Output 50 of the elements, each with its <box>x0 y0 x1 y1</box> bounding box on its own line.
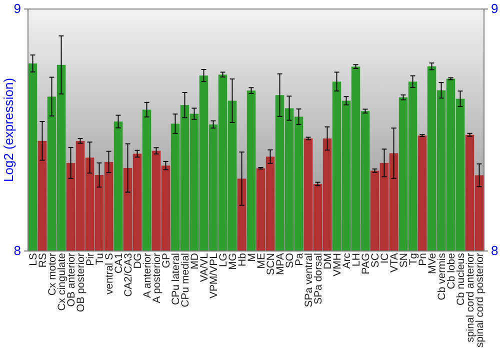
x-tick-label: Hb <box>236 252 248 266</box>
x-tick-label: DM <box>322 253 334 270</box>
x-tick-label: CPu medial <box>179 253 192 308</box>
x-tick-label: GP <box>160 253 172 268</box>
x-tick-label: MG <box>226 253 239 270</box>
x-tick-label: SC <box>369 252 382 268</box>
x-tick-label: Tg <box>407 252 420 266</box>
x-tick-label: Cb nucleus <box>454 253 467 306</box>
x-tick-label: Cx cingulate <box>56 252 68 311</box>
x-tick-label: VMH <box>331 253 344 276</box>
x-tick-label: spinal cord posterior <box>474 252 486 348</box>
x-tick-label: SO <box>284 253 296 268</box>
x-tick-label: MPA <box>274 253 286 275</box>
x-tick-label: Pir <box>84 252 96 266</box>
x-tick-label: Tu <box>94 252 106 265</box>
x-tick-label: ME <box>255 253 268 269</box>
x-tick-label: CA1 <box>112 252 125 274</box>
x-tick-label: VA/VL <box>198 252 210 282</box>
x-tick-label: LS <box>27 253 40 266</box>
y2-tick-label: 9 <box>491 1 498 16</box>
x-tick-label: Arc <box>340 253 353 269</box>
x-tick-label: IC <box>378 252 391 264</box>
x-tick-label: SPa dorsal <box>312 253 324 304</box>
x-tick-label: MVe <box>426 252 438 274</box>
x-tick-label: VPM/VPL <box>208 252 220 299</box>
x-tick-label: OB anterior <box>65 252 78 307</box>
x-tick-label: MD <box>188 252 201 270</box>
x-tick-label: CA2/CA3 <box>122 252 134 297</box>
x-tick-label: LG <box>217 253 230 268</box>
x-tick-label: Pa <box>293 252 306 266</box>
x-tick-label: CPu lateral <box>170 253 182 305</box>
x-tick-label: M <box>246 253 258 262</box>
x-tick-label: ventral S <box>103 253 116 294</box>
x-tick-label: spinal cord anterior <box>464 252 476 342</box>
x-tick-label: A anterior <box>141 252 154 298</box>
x-tick-label: Cx motor <box>46 252 58 296</box>
x-tick-label: SCN <box>264 253 277 276</box>
y2-tick-label: 8 <box>491 243 498 258</box>
x-tick-label: SPa ventral <box>302 253 315 308</box>
x-tick-label: RS <box>36 253 49 268</box>
x-tick-label: LH <box>350 253 362 266</box>
x-tick-label: PAG <box>360 253 372 274</box>
x-tick-label: A posterior <box>150 252 163 304</box>
x-tick-label: VTA <box>388 253 400 273</box>
x-tick-label: SN <box>398 253 410 268</box>
x-tick-label: OB posterior <box>74 252 87 312</box>
x-tick-label: DG <box>132 253 144 269</box>
x-tick-label: Cb lobe <box>445 252 458 290</box>
x-tick-label: Cb vermis <box>436 253 448 300</box>
y-axis-title: Log2 (expression) <box>1 78 16 182</box>
